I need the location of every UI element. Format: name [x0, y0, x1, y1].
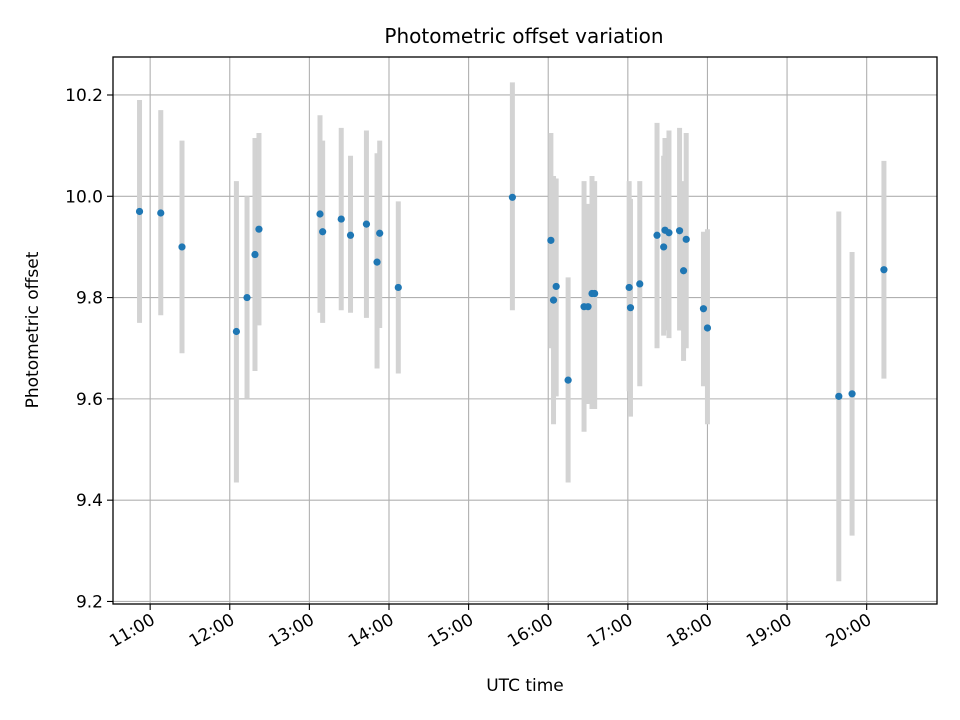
data-point [584, 303, 592, 311]
y-tick-label: 9.6 [76, 390, 103, 410]
data-point [835, 392, 843, 400]
data-point [547, 236, 555, 244]
chart-title: Photometric offset variation [384, 24, 663, 48]
x-axis-title: UTC time [486, 676, 564, 696]
plot-frame [112, 56, 938, 605]
data-point [346, 231, 355, 239]
data-point [232, 327, 241, 336]
data-point [178, 243, 186, 251]
y-tick-label: 9.8 [76, 289, 103, 309]
data-point [675, 227, 684, 235]
data-point [337, 215, 345, 223]
data-point [255, 225, 263, 233]
data-point [665, 229, 673, 237]
y-tick-label: 9.2 [76, 592, 103, 612]
grid-lines [113, 57, 937, 604]
data-point [251, 250, 259, 259]
data-point [373, 258, 381, 266]
data-point [660, 243, 668, 251]
data-point [549, 296, 558, 304]
data-point [243, 293, 251, 302]
data-point [394, 283, 402, 292]
data-point [679, 267, 688, 275]
data-point [848, 390, 856, 398]
data-point [316, 210, 324, 218]
y-axis-title: Photometric offset [23, 251, 43, 408]
y-tick-label: 9.4 [76, 491, 103, 511]
data-point [699, 305, 708, 313]
data-point [682, 235, 690, 243]
data-point [376, 229, 384, 237]
data-point [564, 376, 572, 384]
data-point [626, 304, 635, 312]
data-point [653, 231, 661, 239]
data-point [552, 282, 560, 291]
y-tick-label: 10.2 [65, 86, 103, 106]
data-point [591, 289, 599, 298]
data-point [508, 193, 516, 201]
data-point [157, 209, 165, 217]
data-point [362, 220, 371, 228]
data-point [636, 280, 644, 288]
data-point [135, 207, 144, 216]
y-tick-label: 10.0 [65, 187, 103, 207]
data-point [319, 228, 327, 236]
data-points [135, 193, 888, 400]
data-point [703, 324, 712, 332]
data-point [625, 283, 633, 292]
data-point [880, 266, 888, 274]
